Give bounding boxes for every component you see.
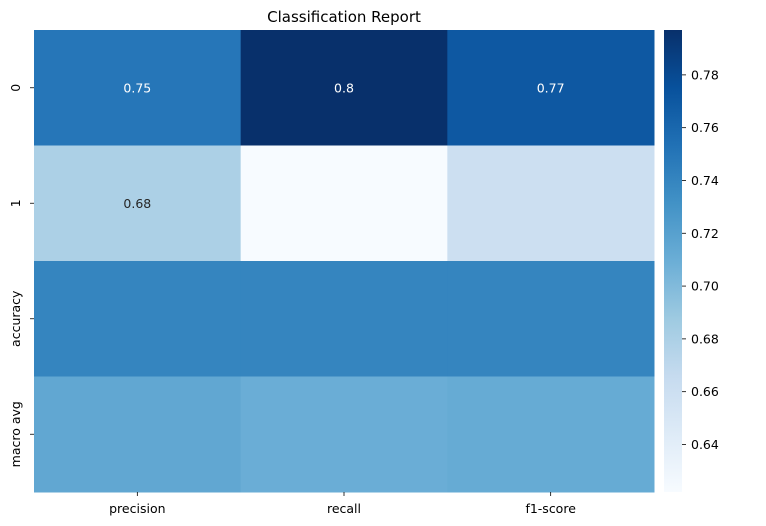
heatmap-cell-0-recall	[240, 30, 448, 146]
colorbar-tick-label: 0.64	[691, 437, 719, 452]
x-tick-label: precision	[109, 501, 165, 516]
x-tick-label: f1-score	[525, 501, 576, 516]
y-tick-label: 1	[8, 199, 23, 207]
colorbar-gradient	[664, 30, 682, 492]
cell-annotations: 0.75 0.8 0.77 0.68	[123, 80, 564, 211]
heatmap-cell-accuracy-precision	[34, 261, 242, 377]
heatmap-cell-macro-avg-f1-score	[447, 376, 655, 493]
heatmap-cell-1-recall	[240, 145, 448, 262]
colorbar-tick-label: 0.76	[691, 120, 719, 135]
colorbar-ticks: 0.64 0.66 0.68 0.70 0.72 0.74 0.76 0.78	[682, 67, 719, 452]
colorbar	[664, 30, 682, 492]
heatmap-cell-1-f1-score	[447, 145, 655, 262]
heatmap-cell-accuracy-recall	[240, 261, 448, 377]
colorbar-tick-label: 0.68	[691, 331, 719, 346]
heatmap-cell-macro-avg-precision	[34, 376, 242, 493]
heatmap-cell-0-f1-score	[447, 30, 655, 146]
cell-annotation: 0.77	[537, 80, 565, 95]
y-tick-label: macro avg	[8, 401, 23, 467]
heatmap-cell-accuracy-f1-score	[447, 261, 655, 377]
chart-title: Classification Report	[267, 8, 421, 26]
cell-annotation: 0.75	[123, 80, 151, 95]
y-tick-label: 0	[8, 84, 23, 92]
cell-annotation: 0.8	[334, 80, 354, 95]
y-tick-label: accuracy	[8, 290, 23, 347]
colorbar-tick-label: 0.70	[691, 279, 719, 294]
heatmap-cell-1-precision	[34, 145, 242, 262]
heatmap-cells	[34, 30, 655, 493]
x-axis-ticks: precision recall f1-score	[109, 492, 576, 516]
colorbar-tick-label: 0.78	[691, 67, 719, 82]
colorbar-tick-label: 0.66	[691, 384, 719, 399]
colorbar-tick-label: 0.72	[691, 226, 719, 241]
colorbar-tick-label: 0.74	[691, 173, 719, 188]
y-axis-ticks: 0 1 accuracy macro avg	[8, 84, 34, 467]
x-tick-label: recall	[327, 501, 361, 516]
heatmap-cell-macro-avg-recall	[240, 376, 448, 493]
cell-annotation: 0.68	[123, 196, 151, 211]
heatmap-cell-0-precision	[34, 30, 242, 146]
